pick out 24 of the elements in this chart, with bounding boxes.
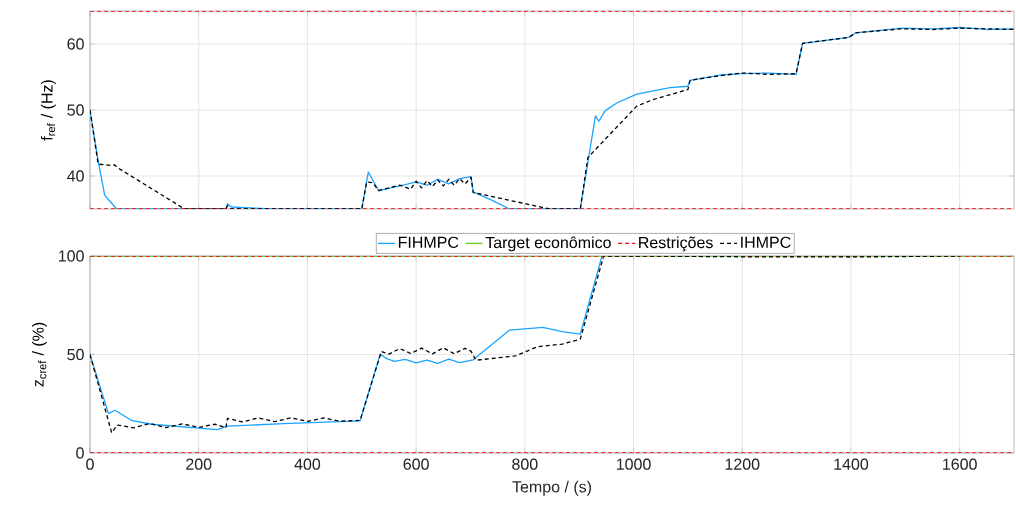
x-axis-title: Tempo / (s) <box>512 480 592 496</box>
y-tick-label: 100 <box>58 250 84 262</box>
x-tick-label: 600 <box>403 458 429 470</box>
x-tick-label: 1000 <box>616 458 651 470</box>
legend-label: Target econômico <box>485 236 611 252</box>
legend-label: IHMPC <box>741 236 791 248</box>
x-tick-label: 1400 <box>834 458 869 470</box>
x-tick-label: 1200 <box>725 458 760 470</box>
legend-label: Restrições <box>639 236 713 252</box>
x-tick-label: 1600 <box>943 458 977 470</box>
y-axis-title: f$_{ref}$ / (Hz) <box>40 80 56 141</box>
y-tick-label: 40 <box>67 170 84 182</box>
x-tick-label: 800 <box>512 458 538 470</box>
x-tick-label: 400 <box>294 458 321 470</box>
y-tick-label: 60 <box>67 38 84 50</box>
line-series <box>90 256 961 434</box>
legend-label: FIHMPC <box>398 236 459 248</box>
y-axis-title: z$_{cref}$ / (%) <box>32 322 47 387</box>
x-tick-label: 200 <box>186 458 212 470</box>
line-series <box>90 256 603 431</box>
y-tick-label: 50 <box>67 348 84 361</box>
x-tick-label: 0 <box>86 458 94 470</box>
y-tick-label: 0 <box>76 447 84 459</box>
y-tick-label: 50 <box>67 104 84 116</box>
